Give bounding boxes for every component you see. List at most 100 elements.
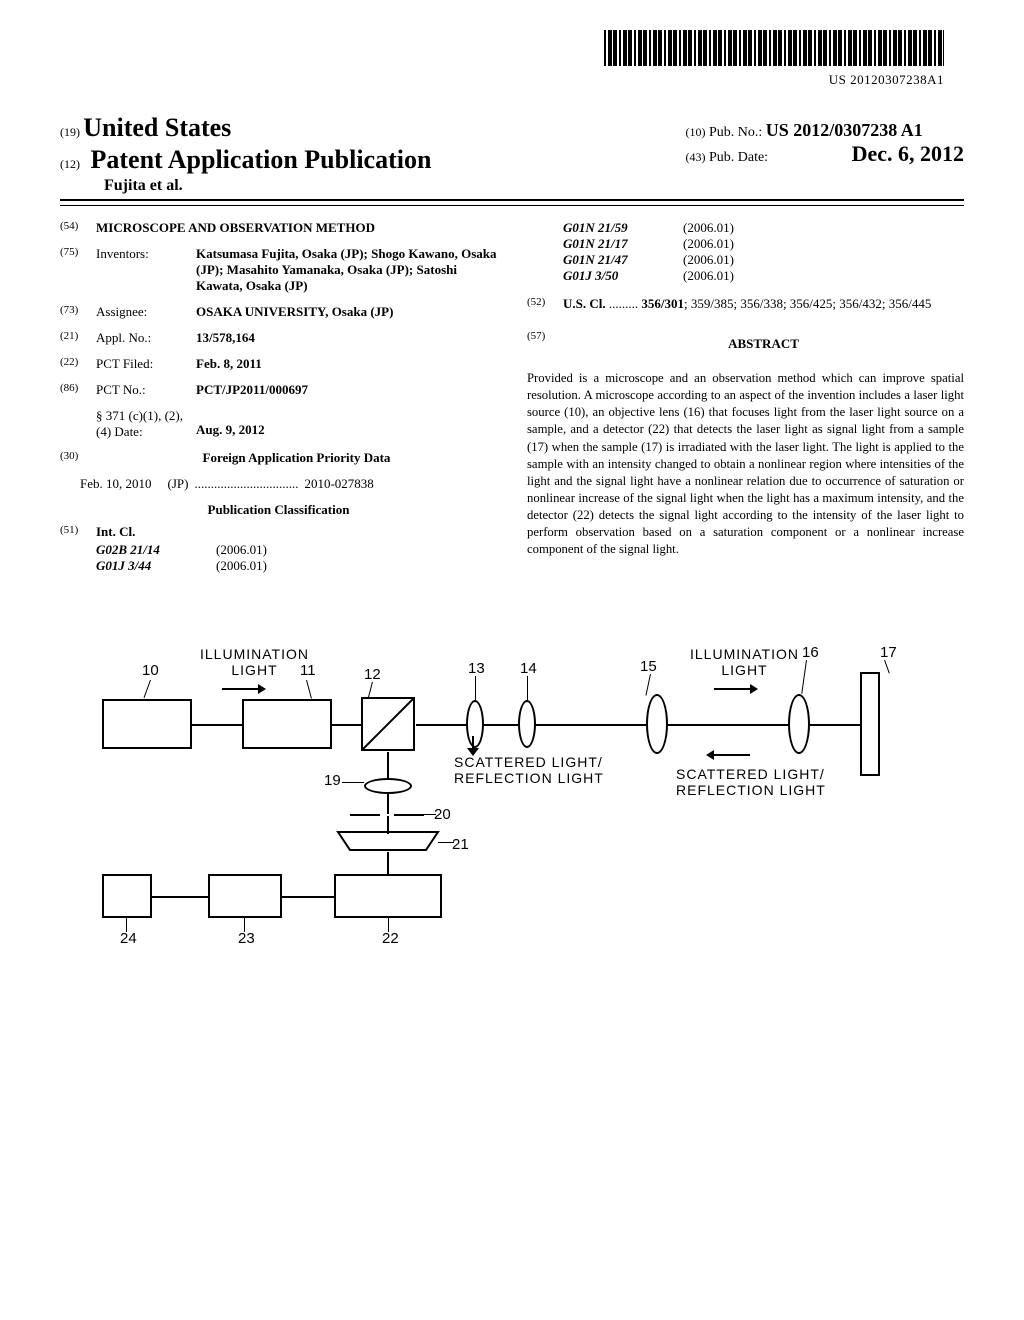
ref-11: 11 [300, 662, 316, 679]
leader [438, 842, 454, 843]
pinhole-right [394, 814, 424, 816]
pub-date: Dec. 6, 2012 [852, 141, 964, 166]
arrow-down-icon [467, 748, 479, 756]
patent-figure: ILLUMINATIONLIGHT ILLUMINATIONLIGHT SCAT… [102, 644, 922, 934]
metadata-columns: (54) MICROSCOPE AND OBSERVATION METHOD (… [60, 205, 964, 574]
ipc-row: G01J 3/44 (2006.01) [96, 558, 497, 574]
ipc-row: G01J 3/50 (2006.01) [563, 268, 964, 284]
lens-15 [646, 694, 668, 754]
ipc-class: G01N 21/17 [563, 236, 683, 252]
optical-line [668, 724, 788, 726]
ref-10: 10 [142, 662, 159, 679]
abstract-text: Provided is a microscope and an observat… [527, 370, 964, 559]
assignee-label: Assignee: [96, 304, 196, 320]
ipc-class: G01N 21/59 [563, 220, 683, 236]
right-column: G01N 21/59 (2006.01) G01N 21/17 (2006.01… [527, 220, 964, 574]
ref-23: 23 [238, 930, 255, 947]
ipc-class: G02B 21/14 [96, 542, 216, 558]
arrow-right-icon [714, 688, 750, 690]
scatter-label-2: SCATTERED LIGHT/REFLECTION LIGHT [676, 766, 826, 798]
box-24 [102, 874, 152, 918]
leader [306, 680, 312, 699]
lens-13 [466, 700, 484, 748]
lens-14 [518, 700, 536, 748]
leader [422, 814, 436, 815]
ipc-class: G01N 21/47 [563, 252, 683, 268]
optical-line [536, 724, 646, 726]
ipc-year: (2006.01) [683, 236, 734, 252]
foreign-date: Feb. 10, 2010 [80, 476, 152, 492]
ipc-row: G01N 21/17 (2006.01) [563, 236, 964, 252]
appl-number: 13/578,164 [196, 330, 497, 346]
stage-21 [336, 830, 440, 852]
leader [801, 660, 807, 694]
code-43: (43) [685, 150, 705, 164]
code-10: (10) [685, 125, 705, 139]
code-51: (51) [60, 524, 96, 540]
ref-14: 14 [520, 660, 537, 677]
applno-label: Appl. No.: [96, 330, 196, 346]
uscl-label: U.S. Cl. [563, 296, 606, 311]
optical-line [484, 724, 518, 726]
code-75: (75) [60, 246, 96, 294]
ipc-year: (2006.01) [683, 268, 734, 284]
leader [645, 674, 651, 696]
leader [475, 676, 476, 700]
ipc-class: G01J 3/50 [563, 268, 683, 284]
sample-17 [860, 672, 880, 776]
uscl-first: 356/301 [641, 296, 684, 311]
pubno-label: Pub. No.: [709, 125, 762, 140]
pub-classification-title: Publication Classification [60, 502, 497, 518]
ipc-row: G01N 21/59 (2006.01) [563, 220, 964, 236]
ipc-left-list: G02B 21/14 (2006.01) G01J 3/44 (2006.01) [96, 542, 497, 574]
beamsplitter-12 [360, 696, 416, 752]
assignee-value: OSAKA UNIVERSITY, Osaka (JP) [196, 304, 393, 319]
code-12: (12) [60, 157, 80, 171]
inventors-list: Katsumasa Fujita, Osaka (JP); Shogo Kawa… [196, 246, 496, 293]
pubdate-label: Pub. Date: [709, 150, 768, 165]
pub-number: US 2012/0307238 A1 [766, 120, 923, 140]
ipc-year: (2006.01) [216, 558, 267, 574]
country: United States [83, 113, 231, 142]
cable [387, 852, 389, 874]
ipc-row: G02B 21/14 (2006.01) [96, 542, 497, 558]
ref-15: 15 [640, 658, 657, 675]
code-19: (19) [60, 125, 80, 139]
leader [527, 676, 528, 700]
pub-id-small: US 20120307238A1 [829, 72, 944, 87]
leader [342, 782, 364, 783]
arrow-left-icon [714, 754, 750, 756]
ref-22: 22 [382, 930, 399, 947]
ipc-class: G01J 3/44 [96, 558, 216, 574]
leader [884, 660, 890, 673]
uscl-dots: ......... [609, 296, 638, 311]
pct-filed: Feb. 8, 2011 [196, 356, 497, 372]
ref-13: 13 [468, 660, 485, 677]
code-73: (73) [60, 304, 96, 320]
illum-label-1: ILLUMINATIONLIGHT [200, 646, 309, 678]
ipc-row: G01N 21/47 (2006.01) [563, 252, 964, 268]
box-23 [208, 874, 282, 918]
optical-line [810, 724, 860, 726]
optical-line [387, 752, 389, 780]
ref-19: 19 [324, 772, 341, 789]
patent-header: (19) United States (12) Patent Applicati… [60, 94, 964, 201]
inventors-label: Inventors: [96, 246, 196, 294]
code-54: (54) [60, 220, 96, 236]
cable [152, 896, 208, 898]
barcode-region: US 20120307238A1 [60, 30, 944, 88]
illum-label-2: ILLUMINATIONLIGHT [690, 646, 799, 678]
pctno-label: PCT No.: [96, 382, 196, 398]
s371-date: Aug. 9, 2012 [196, 408, 497, 440]
cable [282, 896, 334, 898]
ref-21: 21 [452, 836, 469, 853]
code-52: (52) [527, 296, 563, 312]
uscl-rest: ; 359/385; 356/338; 356/425; 356/432; 35… [684, 296, 931, 311]
code-86: (86) [60, 382, 96, 398]
lens-19 [364, 778, 412, 794]
optical-line [416, 724, 466, 726]
code-22: (22) [60, 356, 96, 372]
left-column: (54) MICROSCOPE AND OBSERVATION METHOD (… [60, 220, 497, 574]
s371-label: § 371 (c)(1), (2), (4) Date: [96, 408, 196, 440]
pctfiled-label: PCT Filed: [96, 356, 196, 372]
